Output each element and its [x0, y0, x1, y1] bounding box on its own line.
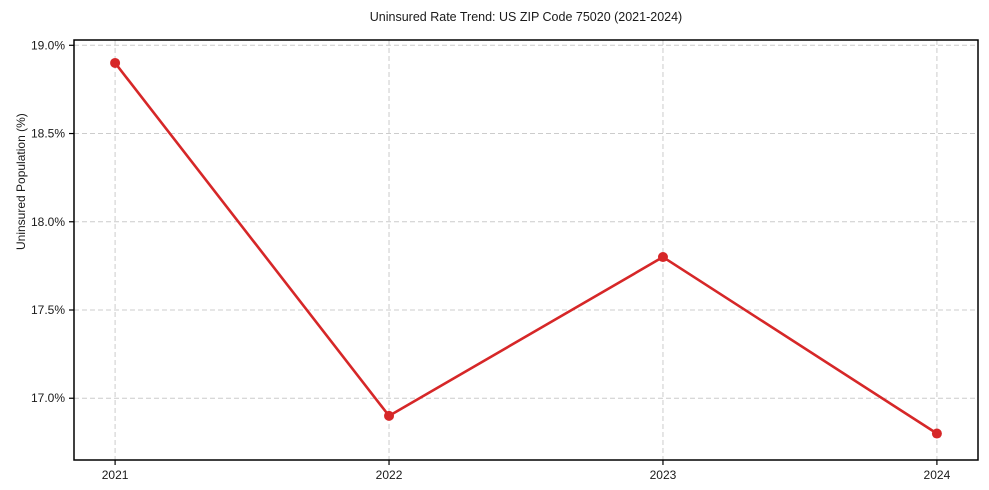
- x-tick-label: 2024: [924, 468, 951, 482]
- plot-border: [73, 39, 979, 461]
- data-point-marker: [657, 252, 668, 263]
- chart-title: Uninsured Rate Trend: US ZIP Code 75020 …: [369, 10, 683, 24]
- data-point-marker: [931, 428, 942, 439]
- y-tick-label: 17.5%: [31, 303, 65, 317]
- x-tick-label: 2022: [376, 468, 403, 482]
- x-tick-label: 2021: [102, 468, 129, 482]
- y-tick-label: 19.0%: [31, 38, 65, 52]
- trend-line: [113, 61, 939, 435]
- data-point-marker: [384, 410, 395, 421]
- x-tick-label: 2023: [650, 468, 677, 482]
- y-tick-label: 17.0%: [31, 391, 65, 405]
- y-tick-label: 18.0%: [31, 215, 65, 229]
- data-point-marker: [110, 57, 121, 68]
- y-tick-label: 18.5%: [31, 127, 65, 141]
